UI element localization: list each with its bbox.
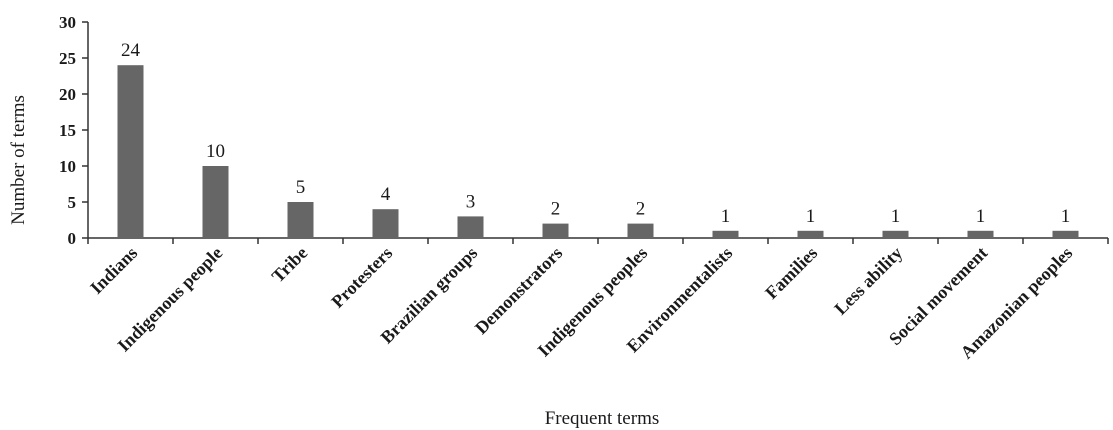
- data-label: 1: [1061, 206, 1071, 227]
- data-label: 1: [976, 206, 986, 227]
- bar: [117, 65, 144, 238]
- bars-group: [117, 65, 1079, 238]
- bar: [287, 202, 314, 238]
- x-axis: [87, 237, 1109, 244]
- data-label: 3: [466, 191, 476, 212]
- category-label: Demonstrators: [471, 243, 566, 338]
- data-label: 1: [806, 206, 816, 227]
- y-tick-label: 10: [59, 157, 76, 176]
- category-label: Tribe: [268, 243, 312, 287]
- category-label: Protesters: [327, 243, 396, 312]
- bar: [797, 230, 824, 238]
- data-label: 5: [296, 177, 306, 198]
- bar: [1052, 230, 1079, 238]
- category-label: Families: [761, 243, 821, 303]
- y-tick-label: 0: [68, 229, 77, 248]
- y-tick-label: 5: [68, 193, 77, 212]
- data-label: 2: [636, 199, 646, 220]
- data-labels-group: 24 10 5 4 3 2 2 1 1 1 1 1: [121, 40, 1070, 227]
- data-label: 10: [206, 141, 225, 162]
- data-label: 4: [381, 184, 391, 205]
- y-tick-label: 20: [59, 85, 76, 104]
- bar: [457, 216, 484, 238]
- bar: [372, 209, 399, 238]
- bar: [712, 230, 739, 238]
- bar: [202, 166, 229, 238]
- data-label: 24: [121, 40, 141, 61]
- bar: [967, 230, 994, 238]
- y-axis-title: Number of terms: [8, 95, 29, 225]
- data-label: 2: [551, 199, 561, 220]
- y-tick-label: 15: [59, 121, 76, 140]
- category-label: Indians: [86, 243, 141, 298]
- data-label: 1: [721, 206, 731, 227]
- data-label: 1: [891, 206, 901, 227]
- bar: [627, 223, 654, 238]
- bar: [882, 230, 909, 238]
- y-tick-label: 30: [59, 13, 76, 32]
- x-axis-title: Frequent terms: [545, 408, 660, 429]
- y-tick-label: 25: [59, 49, 76, 68]
- bar: [542, 223, 569, 238]
- y-axis: 0 5 10 15 20 25 30: [59, 13, 89, 248]
- category-label: Less ability: [830, 243, 906, 319]
